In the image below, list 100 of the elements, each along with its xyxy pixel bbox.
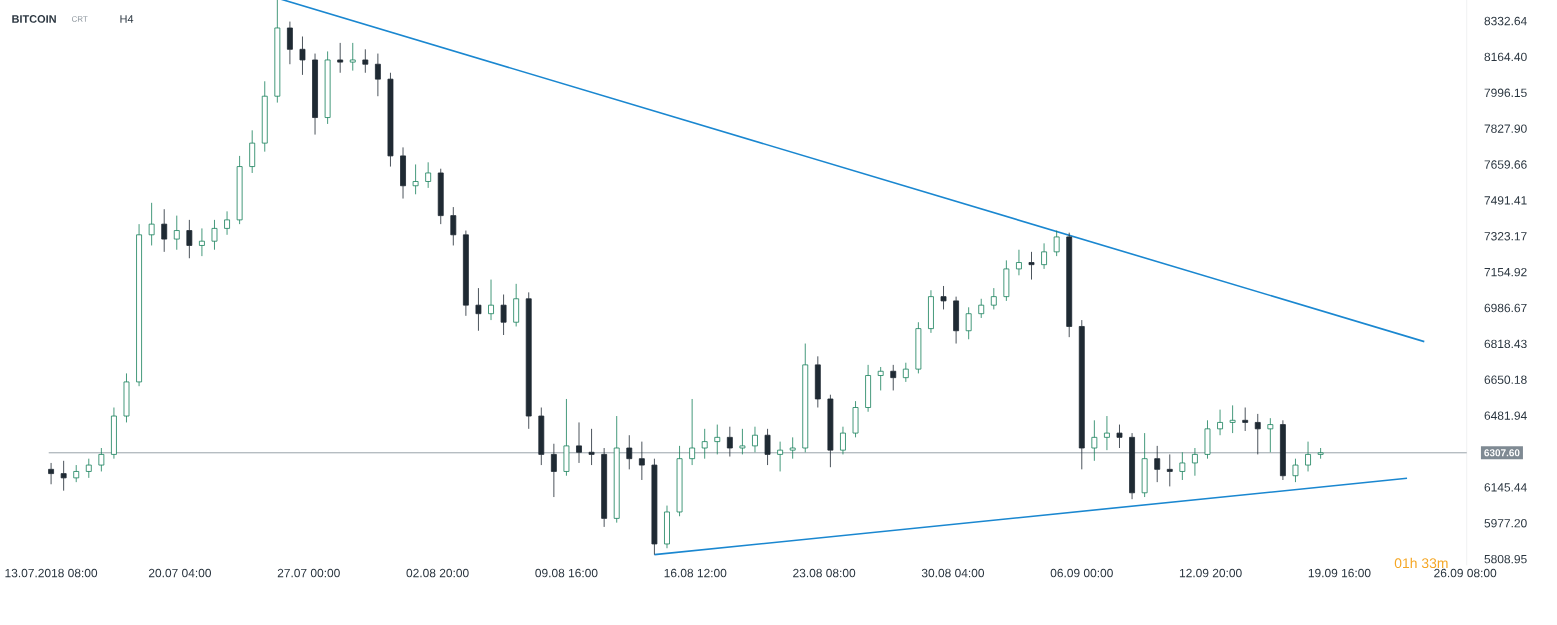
candlestick xyxy=(1192,447,1198,477)
candlestick xyxy=(1242,407,1249,432)
candlestick xyxy=(613,415,620,524)
candlestick xyxy=(299,36,306,76)
candlestick xyxy=(312,53,318,135)
candlestick xyxy=(789,436,796,460)
candlestick xyxy=(1254,413,1261,455)
candlestick xyxy=(588,428,595,466)
candlestick xyxy=(73,464,80,483)
candlestick xyxy=(488,279,494,321)
candlestick xyxy=(85,458,92,479)
candlestick xyxy=(651,458,658,556)
y-tick-label: 7491.41 xyxy=(1484,196,1527,205)
candlestick xyxy=(349,42,356,72)
candlestick xyxy=(286,21,293,65)
candlestick xyxy=(1305,441,1311,472)
candlestick xyxy=(362,48,369,74)
candlestick xyxy=(877,366,884,391)
y-tick-label: 7827.90 xyxy=(1484,124,1527,133)
candlestick xyxy=(902,362,909,383)
candlestick xyxy=(412,164,419,195)
candlestick xyxy=(148,202,155,246)
candlestick xyxy=(261,80,268,153)
candlestick xyxy=(500,294,507,336)
x-tick-label: 02.08 20:00 xyxy=(406,568,469,578)
candlestick xyxy=(714,424,721,455)
x-tick-label: 09.08 16:00 xyxy=(535,568,598,578)
candlestick xyxy=(1179,451,1186,481)
candlestick xyxy=(437,168,444,225)
x-tick-label: 06.09 00:00 xyxy=(1050,568,1113,578)
candlestick xyxy=(1141,432,1148,498)
candlestick xyxy=(802,343,809,453)
candlestick xyxy=(387,72,394,167)
candlestick xyxy=(563,398,570,477)
y-tick-label: 5808.95 xyxy=(1484,554,1527,564)
candlestick xyxy=(1104,415,1110,451)
candlestick xyxy=(186,219,193,259)
candlestick xyxy=(324,51,331,125)
candlestick xyxy=(450,206,457,246)
candlestick xyxy=(111,407,117,460)
candlestick xyxy=(953,296,960,344)
candlestick xyxy=(664,505,670,549)
candlestick xyxy=(827,394,834,468)
y-tick-label: 8332.64 xyxy=(1484,16,1527,26)
candlestick xyxy=(739,428,746,455)
x-tick-label: 27.07 00:00 xyxy=(277,568,340,578)
candlestick xyxy=(601,447,608,528)
candlestick xyxy=(701,428,708,460)
candlestick xyxy=(576,422,582,464)
candlestick xyxy=(60,460,67,492)
candlestick xyxy=(211,219,218,251)
candlestick xyxy=(475,287,482,332)
candlestick xyxy=(1204,419,1211,460)
candlestick xyxy=(689,398,696,466)
candlestick xyxy=(513,283,520,327)
candlestick xyxy=(1229,404,1236,434)
candlestick xyxy=(161,208,168,253)
candlestick xyxy=(1292,458,1299,483)
x-tick-label: 13.07.2018 08:00 xyxy=(5,568,98,578)
candlestick xyxy=(638,441,645,481)
candlestick xyxy=(852,400,859,438)
candlestick xyxy=(764,428,771,466)
y-tick-label: 8164.40 xyxy=(1484,52,1527,62)
y-tick-label: 6481.94 xyxy=(1484,411,1527,420)
x-tick-label: 19.09 16:00 xyxy=(1308,568,1371,578)
y-tick-label: 6650.18 xyxy=(1484,375,1527,384)
candlestick xyxy=(1217,409,1223,436)
candlestick xyxy=(965,306,972,340)
candlestick xyxy=(1091,419,1098,462)
x-tick-label: 20.07 04:00 xyxy=(148,568,212,578)
y-tick-label: 6145.44 xyxy=(1484,483,1527,492)
candlestick xyxy=(1279,419,1286,481)
y-tick-label: 5977.20 xyxy=(1484,519,1527,528)
candlestick xyxy=(1267,417,1274,453)
candlestick xyxy=(915,321,922,374)
x-tick-label: 23.08 08:00 xyxy=(793,568,856,578)
candlestick xyxy=(940,285,947,310)
candlestick xyxy=(123,372,130,423)
candlestick xyxy=(752,426,758,453)
y-tick-label: 7659.66 xyxy=(1484,160,1527,169)
y-tick-label: 7996.15 xyxy=(1484,88,1527,97)
x-tick-label: 12.09 20:00 xyxy=(1179,568,1242,578)
candlestick xyxy=(1016,249,1022,276)
candlestick xyxy=(865,364,872,413)
candlestick xyxy=(337,42,344,74)
candlestick xyxy=(249,129,256,174)
candlestick xyxy=(1129,432,1135,500)
candlestick xyxy=(374,53,381,97)
candlestick xyxy=(1078,319,1085,470)
candlestick xyxy=(224,210,230,236)
candlestick xyxy=(1116,424,1123,449)
candlestick xyxy=(400,146,406,199)
candlestick xyxy=(525,291,532,430)
candlestick xyxy=(928,289,934,334)
candlestick xyxy=(136,223,142,387)
text: BITCOIN xyxy=(12,15,56,23)
candlestick xyxy=(1154,445,1161,483)
candlestick xyxy=(777,441,784,472)
candlestick xyxy=(626,434,633,470)
y-tick-label: 6818.43 xyxy=(1484,339,1527,349)
